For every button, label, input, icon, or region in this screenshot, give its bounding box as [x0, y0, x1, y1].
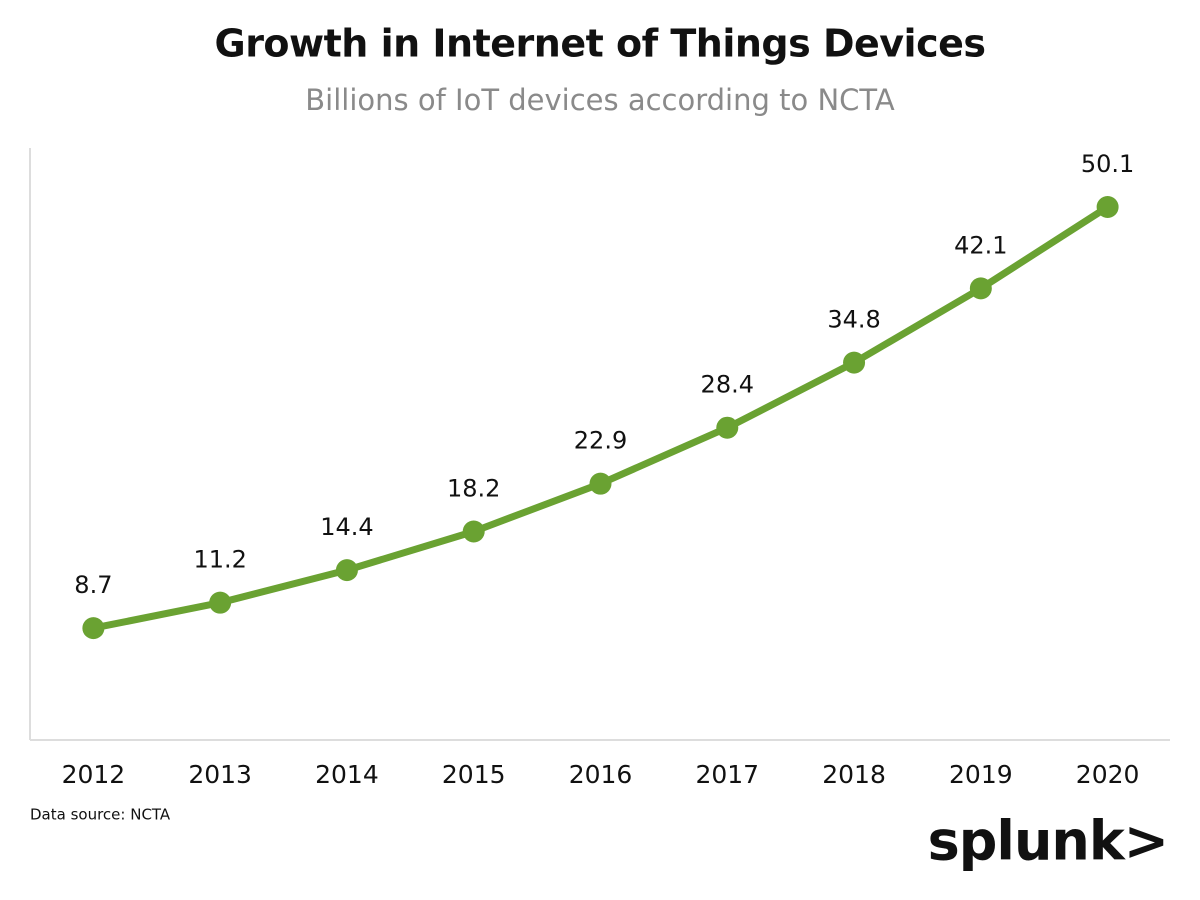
source-note: Data source: NCTA	[30, 806, 171, 824]
x-tick-label: 2020	[1076, 760, 1140, 789]
value-label: 22.9	[574, 427, 627, 455]
x-tick-label: 2014	[315, 760, 379, 789]
logo: splunk>	[928, 810, 1168, 873]
x-tick-label: 2016	[569, 760, 633, 789]
point	[969, 277, 992, 300]
value-label: 18.2	[447, 474, 500, 502]
point	[335, 559, 358, 582]
value-label: 50.1	[1081, 150, 1134, 178]
value-label: 42.1	[954, 231, 1007, 259]
x-tick-label: 2019	[949, 760, 1013, 789]
value-label: 14.4	[320, 513, 373, 541]
point	[1096, 195, 1119, 218]
point	[716, 416, 739, 439]
x-tick-label: 2015	[442, 760, 506, 789]
x-tick-label: 2013	[188, 760, 252, 789]
value-label: 11.2	[193, 546, 246, 574]
point	[589, 472, 612, 495]
x-tick-label: 2017	[695, 760, 759, 789]
point	[209, 591, 232, 614]
point	[462, 520, 485, 543]
chart-title: Growth in Internet of Things Devices	[215, 22, 986, 66]
point	[82, 617, 105, 640]
x-tick-label: 2018	[822, 760, 886, 789]
point	[843, 351, 866, 374]
value-label: 8.7	[74, 571, 112, 599]
value-label: 34.8	[827, 306, 880, 334]
x-tick-label: 2012	[62, 760, 126, 789]
chart-subtitle: Billions of IoT devices according to NCT…	[305, 83, 895, 117]
value-label: 28.4	[701, 371, 754, 399]
